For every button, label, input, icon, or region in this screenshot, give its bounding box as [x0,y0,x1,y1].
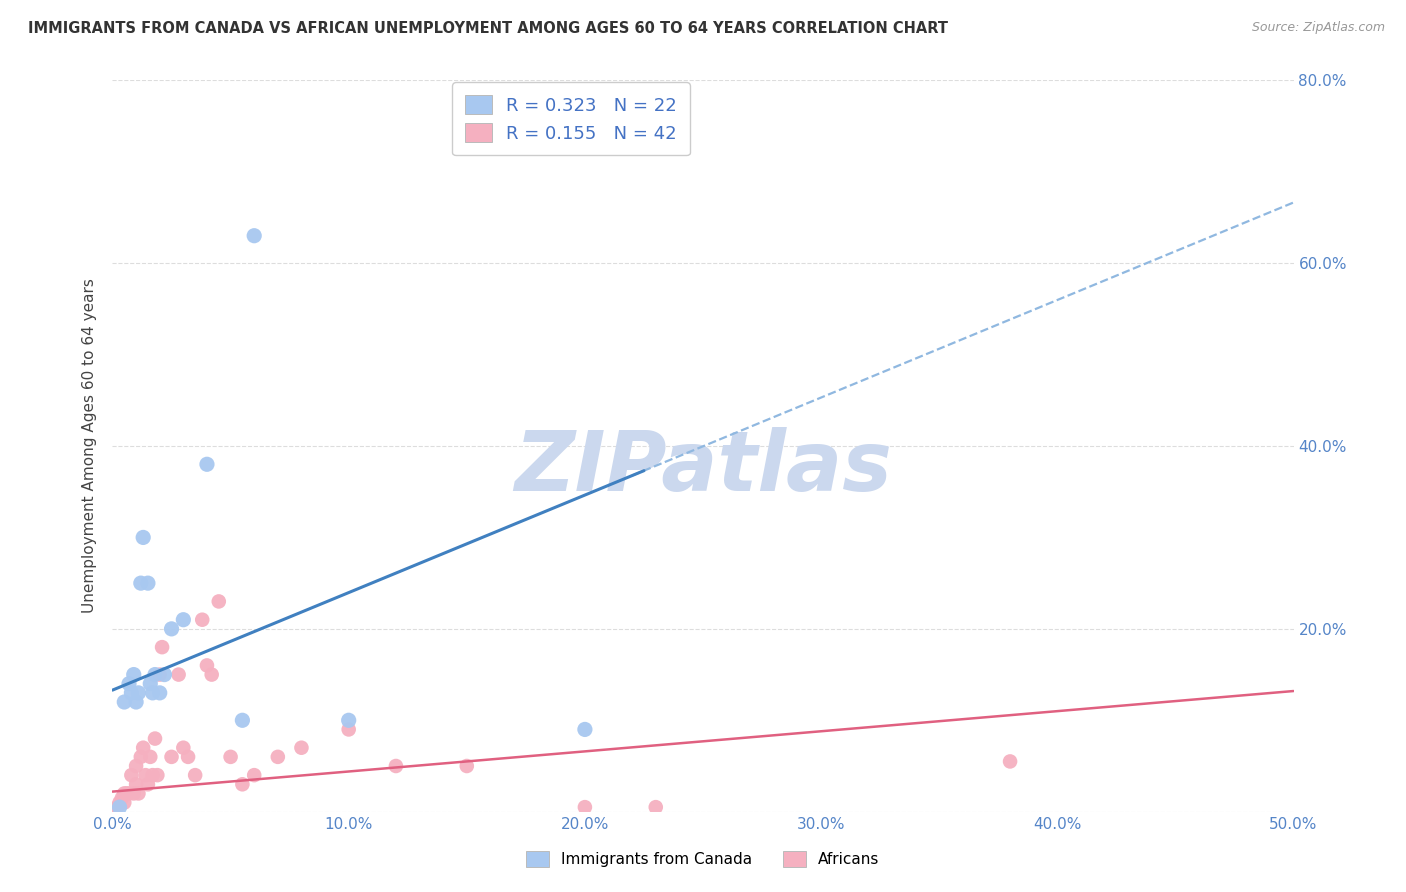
Point [142,686,165,700]
Point [125,695,148,709]
Point [998,755,1021,769]
Point [108,796,131,810]
Point [112,796,135,810]
Point [118,676,141,690]
Legend: Immigrants from Canada, Africans: Immigrants from Canada, Africans [520,846,886,873]
Point [146,768,169,782]
Point [172,740,194,755]
Point [135,768,157,782]
Point [142,768,165,782]
Point [337,714,360,728]
Point [112,695,135,709]
Point [153,667,176,681]
Point [120,686,142,700]
Point [139,749,162,764]
Point [136,777,159,791]
Point [118,787,141,801]
Point [127,686,149,700]
Point [125,777,148,791]
Point [122,667,145,681]
Point [177,749,200,764]
Point [167,667,190,681]
Point [139,676,162,690]
Point [125,759,148,773]
Point [136,576,159,591]
Point [456,759,478,773]
Point [150,640,173,655]
Point [149,667,172,681]
Point [111,791,134,805]
Point [231,777,253,791]
Point [337,723,360,737]
Point [231,714,253,728]
Point [160,622,183,636]
Point [120,768,142,782]
Point [149,686,172,700]
Point [143,667,166,681]
Point [208,594,231,608]
Point [129,576,152,591]
Point [143,731,166,746]
Point [267,749,290,764]
Point [160,749,183,764]
Point [127,787,149,801]
Point [105,800,128,814]
Point [132,740,155,755]
Point [172,613,194,627]
Point [574,800,596,814]
Point [219,749,242,764]
Point [290,740,312,755]
Text: IMMIGRANTS FROM CANADA VS AFRICAN UNEMPLOYMENT AMONG AGES 60 TO 64 YEARS CORRELA: IMMIGRANTS FROM CANADA VS AFRICAN UNEMPL… [28,21,948,36]
Point [129,749,152,764]
Point [201,667,224,681]
Point [385,759,408,773]
Point [195,458,218,472]
Point [108,800,131,814]
Point [132,530,155,544]
Text: Source: ZipAtlas.com: Source: ZipAtlas.com [1251,21,1385,34]
Point [243,228,266,243]
Point [574,723,596,737]
Point [644,800,666,814]
Point [122,787,145,801]
Point [184,768,207,782]
Point [195,658,218,673]
Point [112,787,135,801]
Text: ZIPatlas: ZIPatlas [515,427,891,508]
Point [115,787,138,801]
Y-axis label: Unemployment Among Ages 60 to 64 years: Unemployment Among Ages 60 to 64 years [82,278,97,614]
Point [191,613,214,627]
Point [243,768,266,782]
